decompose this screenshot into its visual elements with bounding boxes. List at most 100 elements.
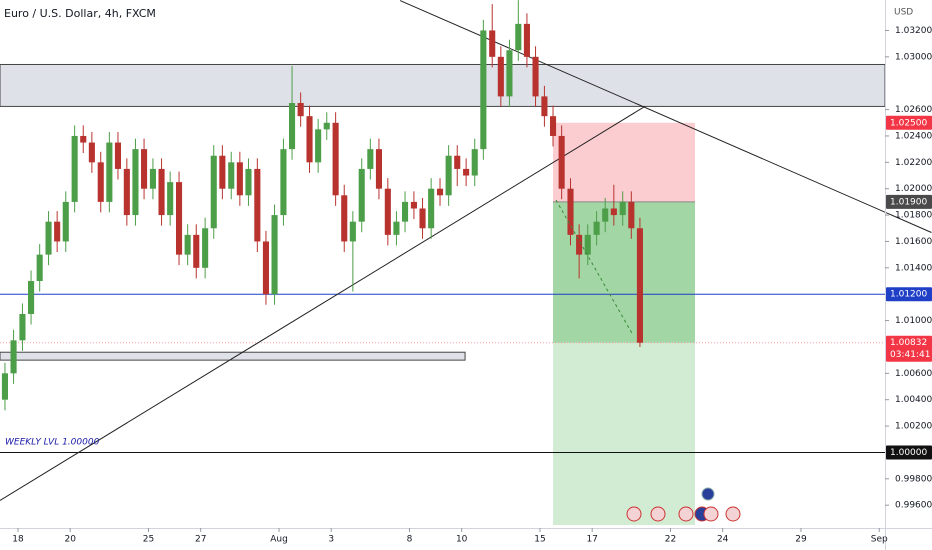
candle-body <box>62 201 69 242</box>
x-tick-label: 29 <box>795 535 807 545</box>
candle-body <box>280 149 287 216</box>
candle-body <box>619 201 626 216</box>
candle-body <box>36 254 43 282</box>
x-tick-label: 17 <box>586 535 597 545</box>
candle-body <box>132 149 139 216</box>
event-icon <box>725 506 741 522</box>
candle-body <box>262 241 269 295</box>
candle-body <box>123 168 130 216</box>
zone <box>0 63 886 107</box>
projection-line <box>555 199 634 336</box>
candle-body <box>384 188 391 235</box>
x-tick-label: 8 <box>407 535 413 545</box>
candle-body <box>402 201 409 222</box>
price-label-bg <box>886 194 932 209</box>
event-icon <box>650 506 666 522</box>
currency-label: USD <box>894 8 913 18</box>
price-label-bg <box>886 445 932 460</box>
event-icon <box>678 506 694 522</box>
candle-body <box>245 168 252 196</box>
y-tick-label: 0.99600 <box>895 501 932 511</box>
candle-body <box>297 102 304 117</box>
candle-body <box>158 168 165 216</box>
event-icon <box>703 506 719 522</box>
candle-body <box>454 155 461 169</box>
price-label: 1.00832 <box>890 338 927 348</box>
price-label: 1.02500 <box>890 118 927 128</box>
y-tick-label: 1.00600 <box>895 369 932 379</box>
annotation: WEEKLY LVL 1.00000 <box>5 438 100 448</box>
candle-body <box>315 129 322 163</box>
zone <box>0 351 466 361</box>
candle-body <box>271 215 278 295</box>
candle-body <box>19 313 26 341</box>
x-tick-label: 18 <box>12 535 24 545</box>
candle-body <box>175 182 183 255</box>
y-tick-label: 1.03000 <box>895 52 932 62</box>
candle-body <box>515 23 522 51</box>
candle-body <box>602 208 609 222</box>
x-tick-label: 15 <box>534 535 545 545</box>
candle-body <box>193 234 200 268</box>
event-icon <box>626 506 642 522</box>
candle-body <box>428 188 435 229</box>
candle-body <box>323 122 330 130</box>
y-tick-label: 1.01800 <box>895 211 932 221</box>
candle-body <box>610 208 617 216</box>
candle-body <box>367 149 374 169</box>
chart-title: Euro / U.S. Dollar, 4h, FXCM <box>4 7 156 20</box>
candle-body <box>471 149 478 176</box>
candle-body <box>1 373 9 400</box>
price-label: 1.01900 <box>890 197 927 207</box>
candle-body <box>167 182 174 216</box>
target-zone <box>553 201 696 525</box>
x-tick-label: Aug <box>270 535 288 545</box>
x-tick-label: 10 <box>456 535 468 545</box>
event-icon <box>701 487 715 501</box>
x-tick-label: 27 <box>195 535 206 545</box>
price-label: 1.01200 <box>890 290 927 300</box>
y-tick-label: 0.99800 <box>895 474 932 484</box>
x-tick-label: 25 <box>143 535 154 545</box>
candle-body <box>549 116 557 136</box>
y-tick-label: 1.02400 <box>895 131 932 141</box>
candle-body <box>375 149 382 189</box>
candle-body <box>628 201 635 229</box>
candle-body <box>114 142 122 169</box>
candle-body <box>541 96 548 117</box>
candle-body <box>54 221 61 242</box>
y-tick-label: 1.02000 <box>895 184 932 194</box>
trendline <box>0 105 646 501</box>
y-tick-label: 1.02200 <box>895 158 932 168</box>
candle-body <box>523 23 530 57</box>
candle-body <box>349 221 356 242</box>
candle-body <box>341 195 348 242</box>
candle-body <box>88 142 95 163</box>
plot-area <box>0 0 932 525</box>
trendline <box>399 0 932 233</box>
stop-zone <box>553 122 696 202</box>
candle-body <box>332 122 339 196</box>
candle-body <box>45 221 52 255</box>
candle-body <box>28 281 35 314</box>
price-label-bg <box>886 287 932 302</box>
candle-body <box>593 221 600 235</box>
candle-body <box>10 340 17 374</box>
y-tick-label: 1.03200 <box>895 26 932 36</box>
candle-body <box>106 142 113 202</box>
candle-body <box>236 162 243 196</box>
countdown-label: 03:41:41 <box>890 350 930 360</box>
price-label-bg <box>886 335 932 362</box>
candle-body <box>636 228 643 343</box>
candle-body <box>80 135 87 143</box>
candle-body <box>567 188 574 235</box>
event-icons <box>626 487 741 522</box>
price-label-bg <box>886 115 932 130</box>
y-tick-label: 1.01400 <box>895 263 932 273</box>
candle-body <box>584 234 591 255</box>
candle-body <box>210 155 217 229</box>
candle-body <box>445 155 452 196</box>
candle-body <box>141 149 148 189</box>
price-label: 1.00000 <box>890 448 927 458</box>
